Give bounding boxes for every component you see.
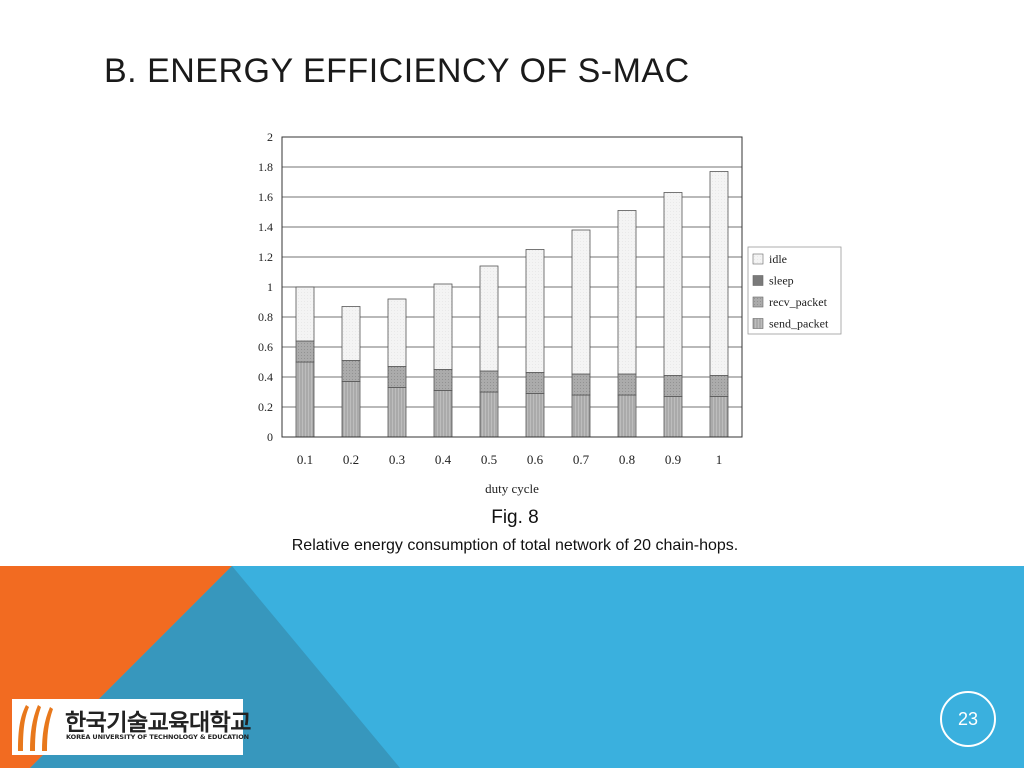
x-tick-label: 1 — [716, 452, 723, 467]
x-tick-label: 0.2 — [343, 452, 359, 467]
page-number: 23 — [940, 691, 996, 747]
bar-segment-idle — [479, 265, 499, 372]
bar-segment-send-packet — [663, 396, 683, 438]
x-tick-label: 0.4 — [435, 452, 452, 467]
bar-segment-idle — [571, 229, 591, 375]
bar-segment-idle — [525, 249, 545, 373]
bar-segment-recv-packet — [571, 373, 591, 396]
figure-caption: Relative energy consumption of total net… — [291, 537, 739, 554]
bar-segment-recv-packet — [617, 373, 637, 396]
university-emblem-icon — [12, 699, 60, 755]
y-tick-label: 0.4 — [258, 370, 273, 384]
bar-segment-recv-packet — [341, 360, 361, 382]
bar-segment-recv-packet — [709, 375, 729, 397]
y-tick-label: 0 — [267, 430, 273, 444]
x-tick-label: 0.7 — [573, 452, 590, 467]
bar-segment-recv-packet — [663, 375, 683, 397]
legend-label: sleep — [769, 274, 794, 288]
bar-segment-idle — [709, 171, 729, 376]
x-axis-ticks: 0.1 0.2 0.3 0.4 0.5 0.6 0.7 0.8 0.9 1 — [297, 452, 722, 467]
y-axis-ticks: 0 0.2 0.4 0.6 0.8 1 1.2 1.4 1.6 1.8 2 — [258, 130, 273, 444]
y-tick-label: 0.6 — [258, 340, 273, 354]
x-tick-label: 0.3 — [389, 452, 405, 467]
logo-english-text: KOREA UNIVERSITY OF TECHNOLOGY & EDUCATI… — [66, 733, 249, 741]
bar-segment-send-packet — [525, 393, 545, 438]
bar-segment-send-packet — [479, 391, 499, 438]
x-tick-label: 0.5 — [481, 452, 497, 467]
y-tick-label: 1 — [267, 280, 273, 294]
bar-segment-recv-packet — [295, 340, 315, 363]
y-tick-label: 1.6 — [258, 190, 273, 204]
y-tick-label: 1.8 — [258, 160, 273, 174]
x-tick-label: 0.9 — [665, 452, 681, 467]
y-tick-label: 2 — [267, 130, 273, 144]
bar-segment-recv-packet — [387, 366, 407, 388]
bar-segment-idle — [617, 210, 637, 375]
bar-segment-send-packet — [341, 381, 361, 438]
bar-segment-send-packet — [295, 361, 315, 438]
bars — [295, 171, 729, 438]
bar-segment-idle — [295, 286, 315, 342]
bar-segment-send-packet — [709, 396, 729, 438]
bar-segment-send-packet — [433, 390, 453, 438]
y-tick-label: 0.2 — [258, 400, 273, 414]
y-tick-label: 1.4 — [258, 220, 273, 234]
legend-swatch-send-packet — [752, 318, 764, 329]
bar-segment-send-packet — [617, 394, 637, 438]
x-tick-label: 0.6 — [527, 452, 544, 467]
bar-segment-idle — [663, 192, 683, 376]
y-tick-label: 1.2 — [258, 250, 273, 264]
bar-segment-idle — [341, 306, 361, 361]
y-tick-label: 0.8 — [258, 310, 273, 324]
logo-korean-text: 한국기술교육대학교 — [65, 710, 251, 736]
stacked-bar-chart: 0 0.2 0.4 0.6 0.8 1 1.2 1.4 1.6 1.8 2 0.1 0.2 0.3 0.4… — [258, 130, 842, 496]
bar-segment-recv-packet — [525, 372, 545, 394]
legend-label: idle — [769, 252, 787, 266]
bar-segment-recv-packet — [433, 369, 453, 391]
bar-segment-recv-packet — [479, 370, 499, 393]
bar-segment-idle — [433, 283, 453, 370]
bar-segment-send-packet — [387, 387, 407, 438]
x-tick-label: 0.8 — [619, 452, 635, 467]
x-axis-label: duty cycle — [485, 481, 539, 496]
legend-swatch-idle — [752, 253, 764, 265]
university-logo: 한국기술교육대학교 KOREA UNIVERSITY OF TECHNOLOGY… — [12, 699, 251, 755]
legend-label: recv_packet — [769, 295, 828, 309]
legend: idle sleep recv_packet send_packet — [747, 246, 842, 335]
figure-label: Fig. 8 — [491, 507, 539, 528]
slide-title: B. ENERGY EFFICIENCY OF S-MAC — [104, 52, 690, 90]
legend-label: send_packet — [769, 317, 829, 331]
legend-box — [747, 246, 842, 335]
bar-segment-send-packet — [571, 394, 591, 438]
bar-segment-idle — [387, 298, 407, 367]
plot-frame — [281, 136, 743, 438]
x-tick-label: 0.1 — [297, 452, 313, 467]
legend-swatch-recv-packet — [752, 296, 764, 308]
legend-swatch-sleep — [752, 275, 764, 286]
